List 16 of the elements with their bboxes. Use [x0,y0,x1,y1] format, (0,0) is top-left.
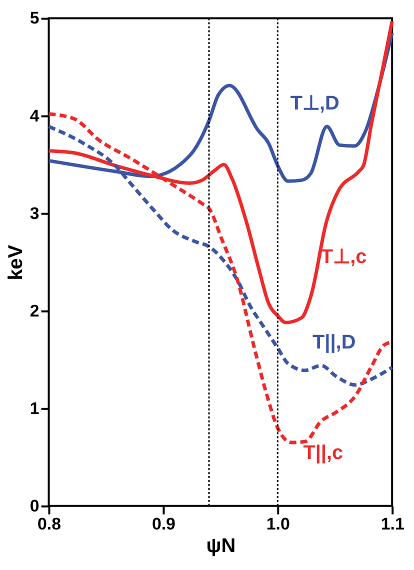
series-label: T⊥,c [320,246,367,268]
y-tick-label: 4 [30,106,40,126]
y-axis-title: keV [4,244,27,280]
x-tick-label: 0.9 [152,514,176,534]
series-label: T⊥,D [290,92,340,115]
series-label: T||,c [303,442,344,464]
y-tick-label: 3 [30,204,40,223]
y-tick-label: 5 [30,8,40,28]
y-tick-label: 2 [30,301,40,320]
x-axis-title: ψN [206,535,236,558]
y-tick-label: 1 [30,398,40,418]
x-tick-label: 1.1 [380,514,404,534]
y-tick-label: 0 [30,496,40,516]
x-tick-label: 1.0 [266,514,290,534]
series-label: T||,D [312,332,356,354]
x-tick-label: 0.8 [38,514,62,534]
